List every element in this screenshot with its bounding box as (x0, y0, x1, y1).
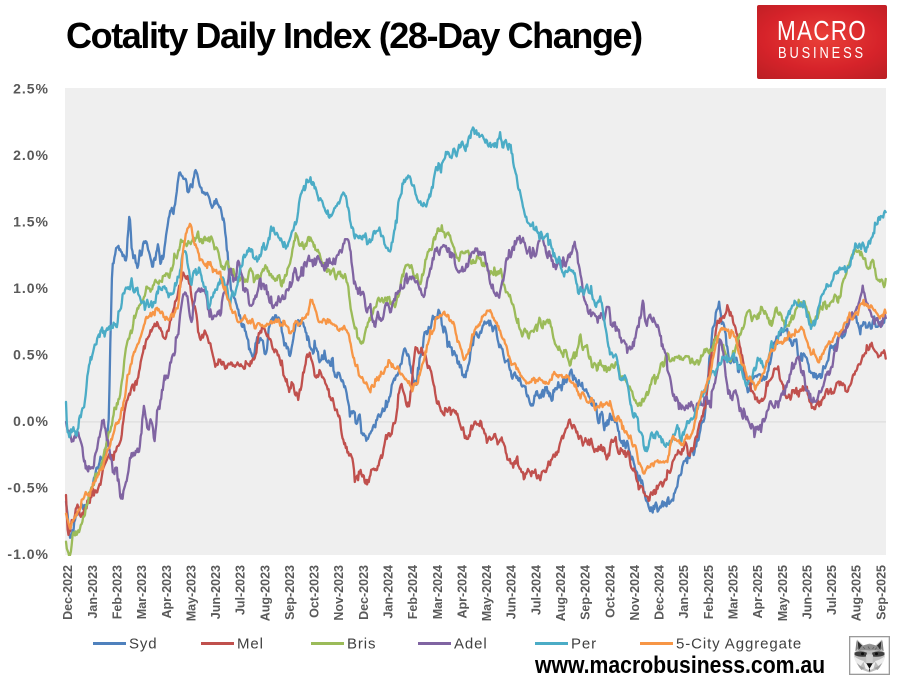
svg-text:2.0%: 2.0% (13, 147, 49, 163)
svg-text:Sep-2024: Sep-2024 (579, 565, 593, 620)
svg-text:1.5%: 1.5% (13, 214, 49, 230)
svg-text:0.5%: 0.5% (13, 347, 49, 363)
svg-text:May-2024: May-2024 (480, 565, 494, 621)
svg-text:Jan-2023: Jan-2023 (86, 565, 100, 619)
svg-text:Jun-2023: Jun-2023 (209, 565, 223, 619)
svg-text:-1.0%: -1.0% (7, 546, 49, 562)
svg-text:Adel: Adel (454, 636, 488, 653)
svg-text:Jan-2024: Jan-2024 (382, 565, 396, 619)
svg-text:Feb-2025: Feb-2025 (702, 565, 716, 619)
svg-text:Dec-2022: Dec-2022 (61, 565, 75, 620)
svg-text:Sep-2025: Sep-2025 (874, 565, 888, 620)
svg-text:Dec-2023: Dec-2023 (357, 565, 371, 620)
svg-text:Per: Per (571, 636, 597, 653)
svg-text:Feb-2023: Feb-2023 (111, 565, 125, 619)
svg-text:Aug-2024: Aug-2024 (554, 565, 568, 621)
svg-text:2.5%: 2.5% (13, 81, 49, 97)
svg-text:Apr-2025: Apr-2025 (751, 565, 765, 619)
svg-text:Bris: Bris (347, 636, 376, 653)
svg-text:Dec-2024: Dec-2024 (653, 565, 667, 620)
svg-text:Jul-2025: Jul-2025 (825, 565, 839, 615)
svg-text:Mar-2023: Mar-2023 (135, 565, 149, 619)
svg-text:Mar-2024: Mar-2024 (431, 565, 445, 619)
svg-text:Jun-2025: Jun-2025 (800, 565, 814, 619)
svg-text:May-2023: May-2023 (184, 565, 198, 621)
svg-text:Aug-2025: Aug-2025 (850, 565, 864, 621)
svg-text:Oct-2024: Oct-2024 (603, 565, 617, 618)
svg-text:Nov-2023: Nov-2023 (332, 565, 346, 621)
svg-text:Apr-2023: Apr-2023 (160, 565, 174, 619)
svg-text:Aug-2023: Aug-2023 (258, 565, 272, 621)
svg-text:0.0%: 0.0% (13, 413, 49, 429)
svg-text:Mar-2025: Mar-2025 (727, 565, 741, 619)
svg-text:Mel: Mel (237, 636, 264, 653)
svg-text:5-City Aggregate: 5-City Aggregate (676, 636, 802, 653)
svg-text:Jul-2024: Jul-2024 (529, 565, 543, 615)
svg-text:Oct-2023: Oct-2023 (308, 565, 322, 618)
svg-text:Nov-2024: Nov-2024 (628, 565, 642, 621)
svg-text:Feb-2024: Feb-2024 (406, 565, 420, 619)
svg-text:May-2025: May-2025 (776, 565, 790, 621)
svg-text:Apr-2024: Apr-2024 (455, 565, 469, 619)
svg-text:Sep-2023: Sep-2023 (283, 565, 297, 620)
svg-text:Jul-2023: Jul-2023 (234, 565, 248, 615)
svg-text:Jan-2025: Jan-2025 (677, 565, 691, 619)
svg-text:1.0%: 1.0% (13, 280, 49, 296)
svg-text:Syd: Syd (129, 636, 158, 653)
svg-text:Jun-2024: Jun-2024 (505, 565, 519, 619)
svg-text:-0.5%: -0.5% (7, 480, 49, 496)
